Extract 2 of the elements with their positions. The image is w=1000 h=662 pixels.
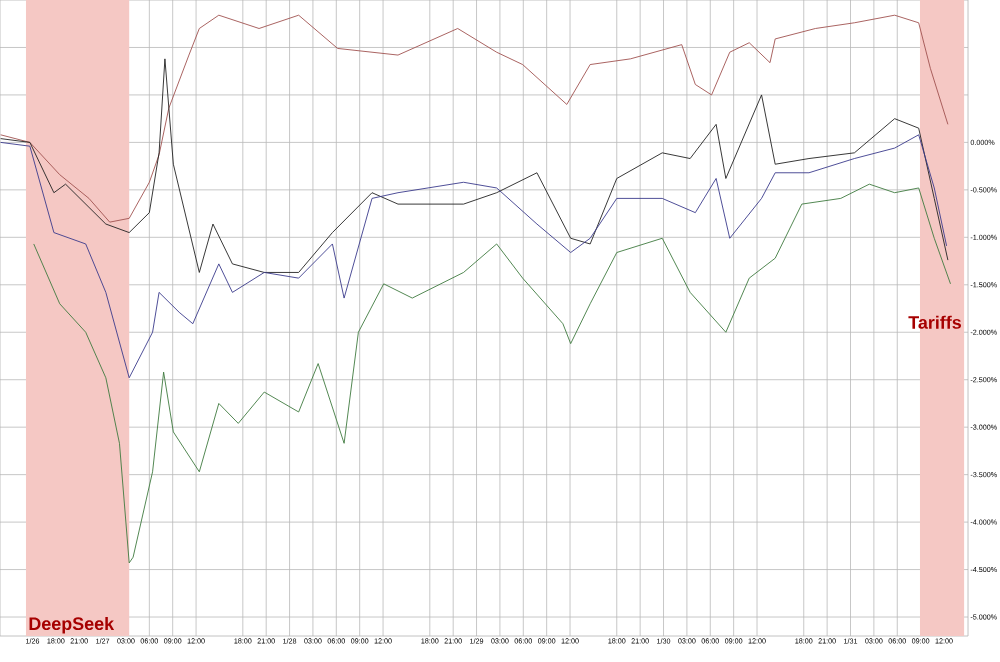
band-label: DeepSeek bbox=[29, 616, 115, 634]
band-label: Tariffs bbox=[908, 315, 962, 329]
